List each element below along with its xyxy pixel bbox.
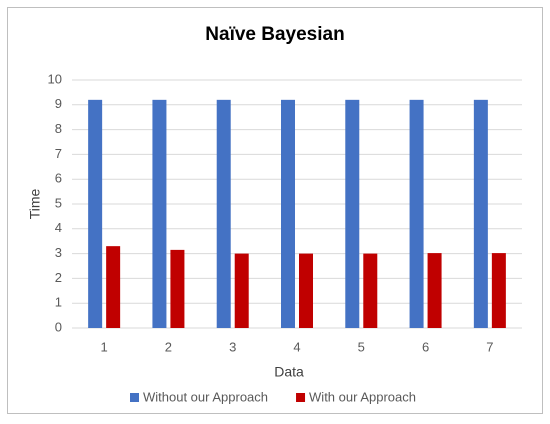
bar <box>491 253 506 328</box>
chart-title: Naïve Bayesian <box>205 24 344 45</box>
bar <box>88 99 103 328</box>
bar <box>170 249 185 328</box>
legend-label: With our Approach <box>309 389 416 404</box>
y-tick-label: 9 <box>55 96 62 111</box>
bar <box>345 99 360 328</box>
y-tick-label: 7 <box>55 146 62 161</box>
bar <box>106 246 121 328</box>
y-tick-label: 6 <box>55 171 62 186</box>
x-axis-title: Data <box>274 364 304 380</box>
bar <box>299 253 313 328</box>
bar <box>234 253 249 328</box>
x-tick-label: 7 <box>486 339 493 354</box>
y-tick-label: 3 <box>55 245 62 260</box>
bar <box>216 99 231 328</box>
x-tick-label: 1 <box>101 339 108 354</box>
chart-border <box>7 7 543 414</box>
x-tick-label: 5 <box>358 339 365 354</box>
y-tick-label: 10 <box>48 71 62 86</box>
bar <box>152 99 167 328</box>
bar <box>409 99 424 328</box>
x-tick-label: 3 <box>229 339 236 354</box>
x-tick-label: 4 <box>293 339 300 354</box>
bar <box>363 253 378 328</box>
y-tick-label: 5 <box>55 195 62 210</box>
y-tick-label: 2 <box>55 270 62 285</box>
bar <box>427 253 442 328</box>
y-axis-title: Time <box>27 188 43 219</box>
y-tick-label: 4 <box>55 220 62 235</box>
y-tick-label: 0 <box>55 319 62 334</box>
legend-swatch <box>296 393 306 402</box>
legend-label: Without our Approach <box>143 389 268 404</box>
x-tick-label: 2 <box>165 339 172 354</box>
y-tick-label: 8 <box>55 121 62 136</box>
bar <box>473 99 488 328</box>
x-tick-label: 6 <box>422 339 429 354</box>
y-tick-label: 1 <box>55 295 62 310</box>
bar <box>281 99 295 328</box>
legend-swatch <box>130 393 139 402</box>
